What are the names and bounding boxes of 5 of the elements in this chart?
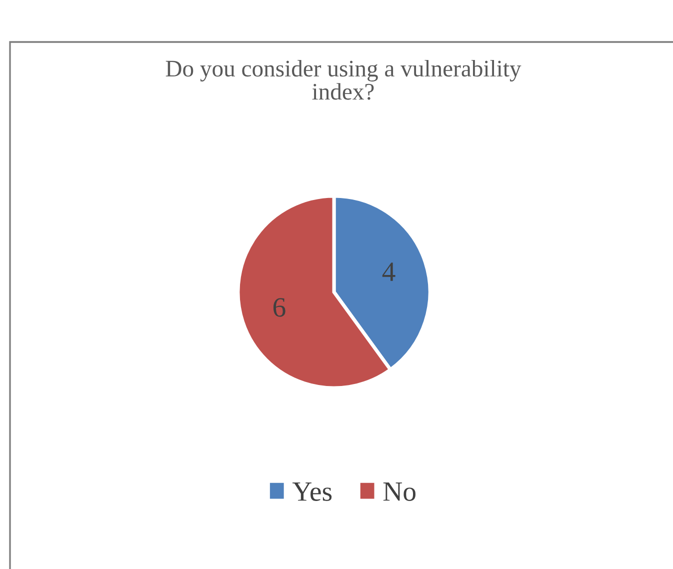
legend-label: No	[383, 482, 416, 501]
data-label: 6	[273, 298, 286, 317]
legend-label: Yes	[292, 482, 332, 501]
data-label: 4	[382, 262, 396, 281]
chart-title: Do you consider using a vulnerability index?	[166, 60, 522, 100]
